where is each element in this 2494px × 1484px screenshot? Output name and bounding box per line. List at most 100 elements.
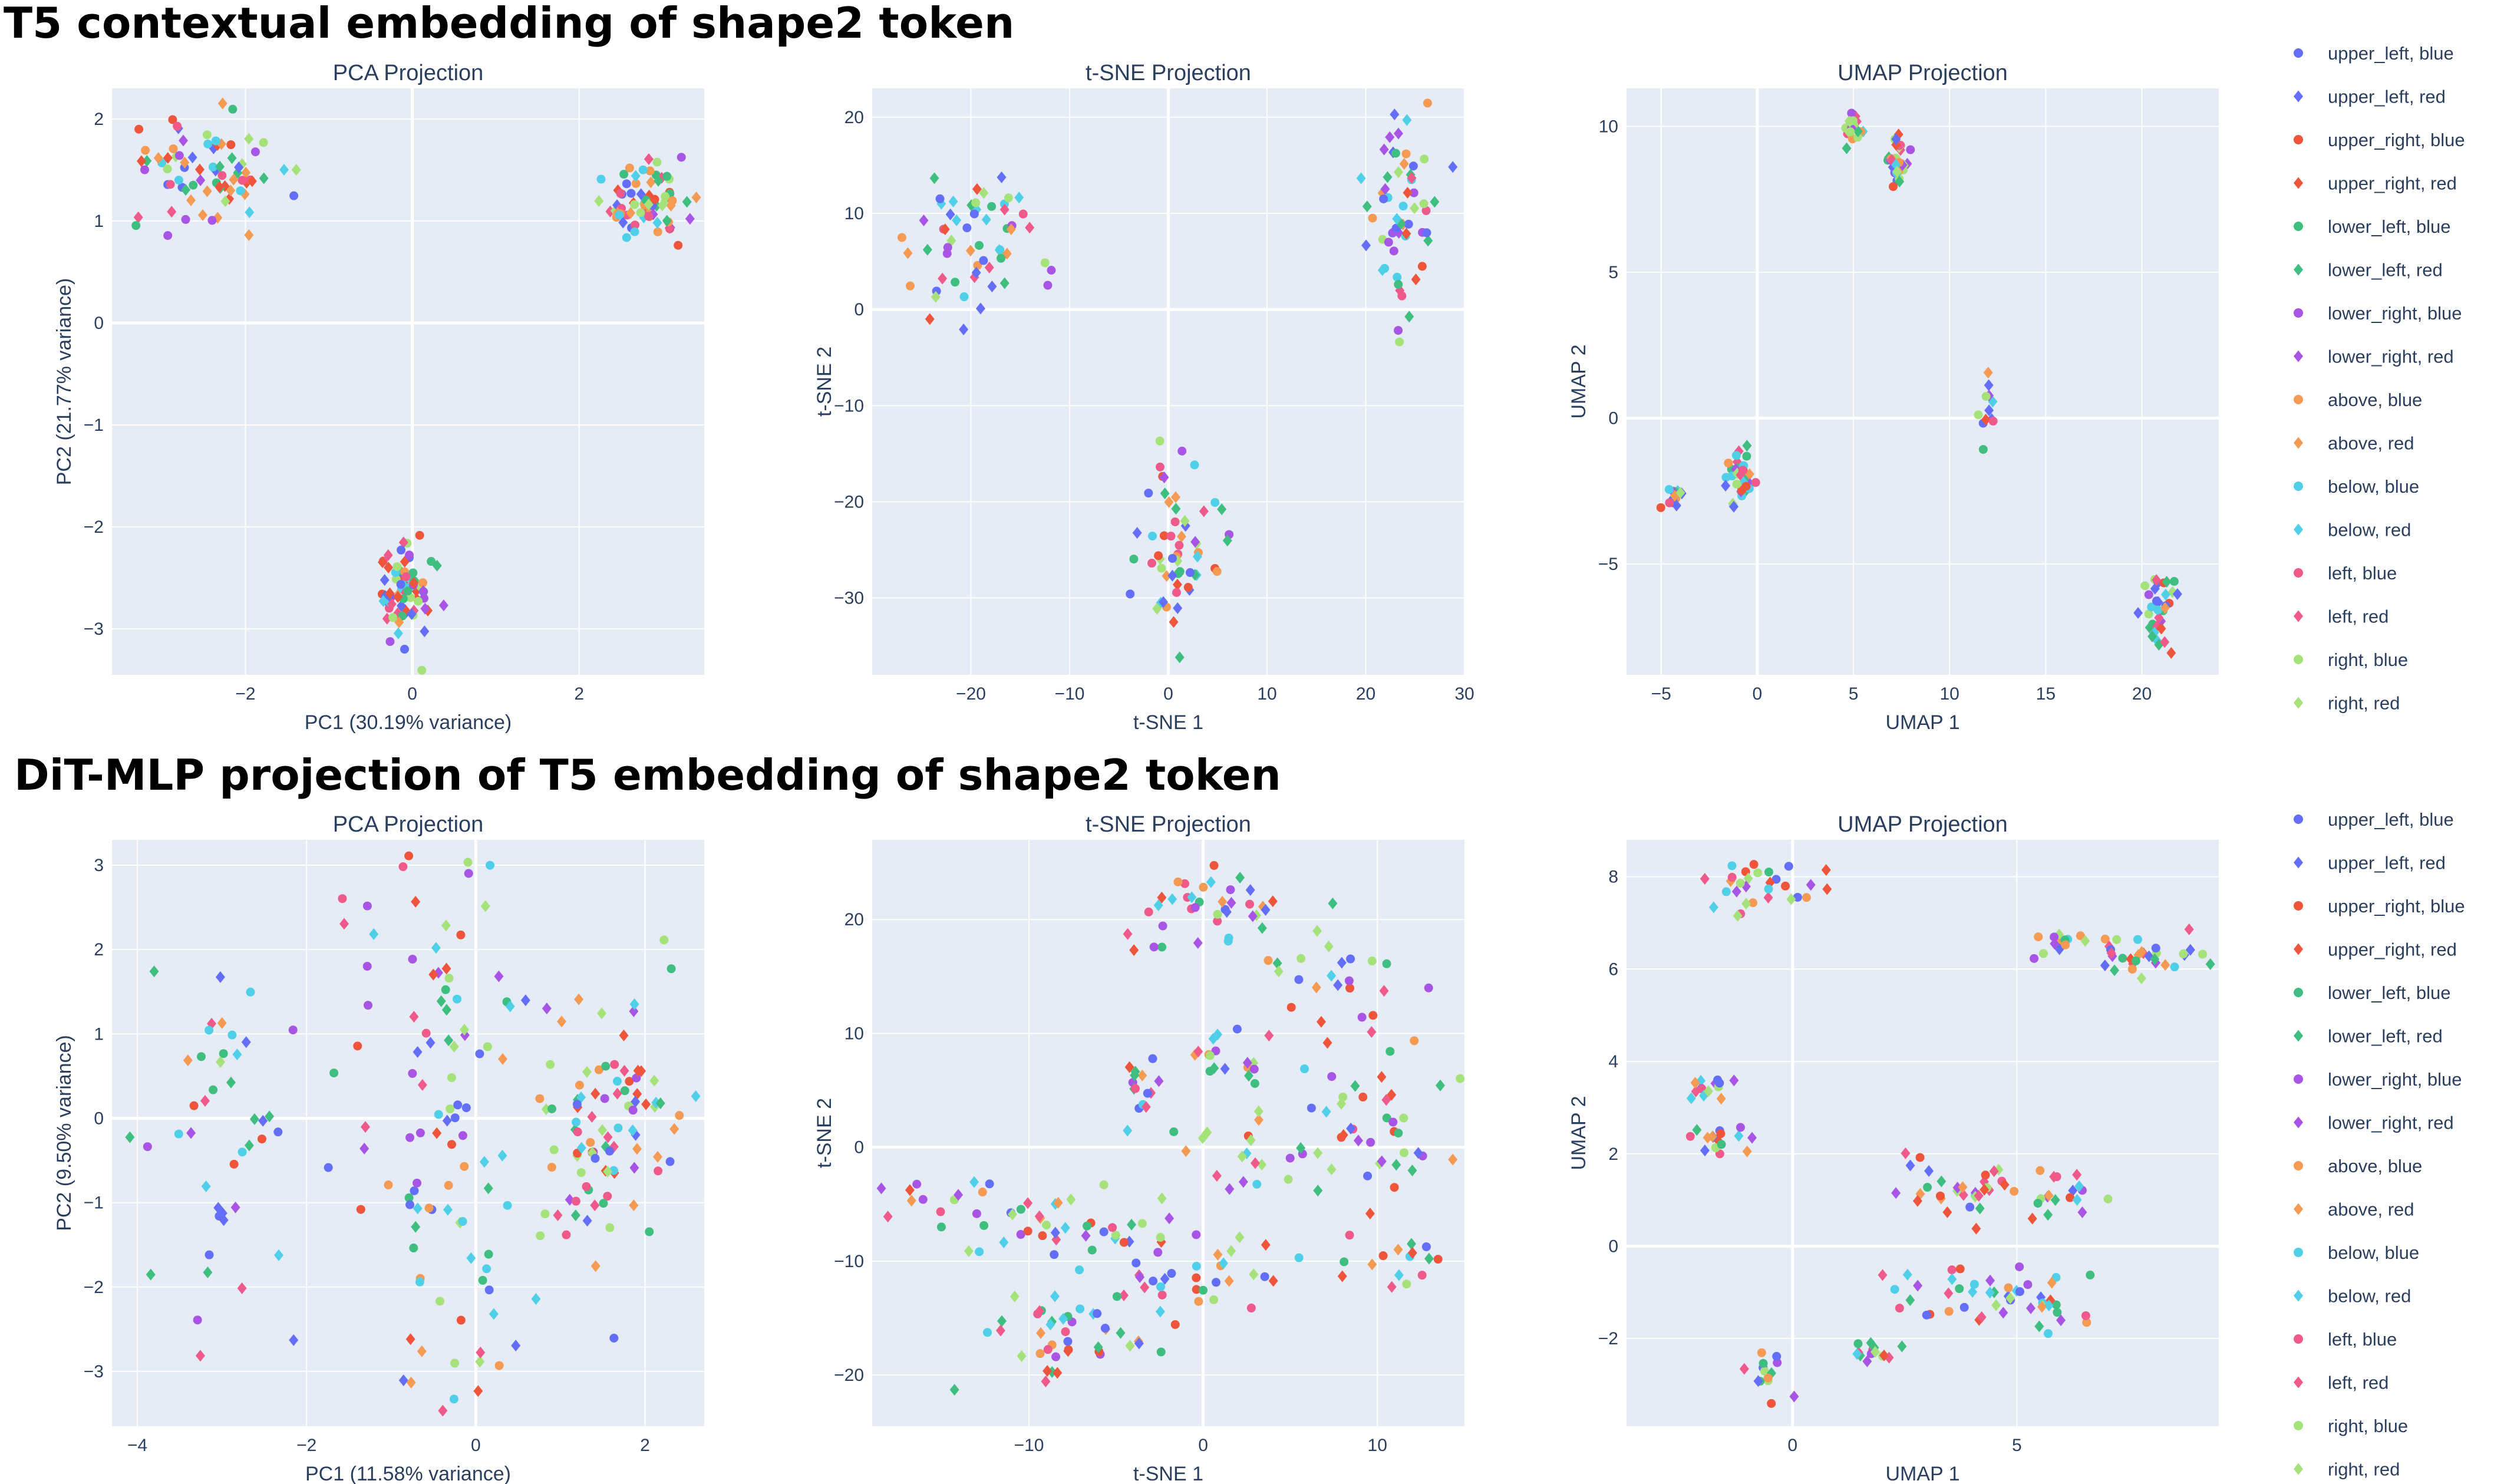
data-point [1729,500,1739,513]
legend-circle-marker-icon [2294,568,2303,578]
legend-item[interactable]: lower_left, red [2294,260,2443,281]
legend-circle-marker-icon [2294,308,2303,318]
legend-item[interactable]: left, red [2294,606,2389,627]
data-point [1905,1294,1915,1307]
data-point [1210,498,1220,507]
data-point [408,1069,417,1078]
legend-item[interactable]: above, red [2294,433,2414,454]
x-tick-label: −10 [1055,684,1085,704]
legend-circle-marker-icon [2294,655,2303,664]
y-tick-label: 4 [1608,1052,1618,1071]
legend-circle-marker-icon [2294,48,2303,58]
legend-item[interactable]: below, blue [2294,476,2419,497]
data-point [1018,209,1028,219]
legend-item[interactable]: below, red [2294,520,2411,540]
data-point [228,104,237,114]
y-tick-label: 1 [94,212,104,231]
data-point [203,139,213,149]
legend-item[interactable]: upper_right, red [2294,939,2457,960]
data-point [441,919,451,932]
data-point [406,593,415,602]
data-point [1895,176,1905,188]
legend-item[interactable]: below, blue [2294,1242,2419,1263]
data-point [1736,1123,1745,1132]
legend-item[interactable]: upper_right, blue [2294,896,2465,916]
data-point [2082,1318,2091,1327]
data-point [632,1143,642,1155]
data-point [179,134,189,147]
y-tick-label: 0 [94,1109,104,1128]
legend-item[interactable]: lower_left, red [2294,1026,2443,1047]
legend-item[interactable]: lower_left, blue [2294,982,2451,1003]
data-point [1448,161,1458,173]
legend-item[interactable]: right, red [2294,1459,2400,1480]
legend-item[interactable]: upper_right, blue [2294,130,2465,150]
y-tick-label: 0 [1608,408,1618,428]
legend-item[interactable]: right, blue [2294,649,2408,670]
data-point [1222,906,1232,918]
data-point [1219,1257,1229,1269]
legend-item[interactable]: lower_right, blue [2294,1069,2462,1090]
legend-item[interactable]: lower_right, red [2294,1113,2454,1133]
legend-diamond-marker-icon [2294,697,2303,709]
legend-item[interactable]: left, blue [2294,563,2397,583]
data-point [1968,1286,1978,1298]
x-tick-label: 5 [2012,1436,2022,1455]
data-point [1129,555,1139,564]
data-point [2050,1194,2060,1206]
legend-item[interactable]: lower_right, red [2294,347,2454,367]
figure-title-top: T5 contextual embedding of shape2 token [4,0,1014,48]
legend-item[interactable]: upper_left, red [2294,853,2446,873]
legend-item[interactable]: below, red [2294,1286,2411,1307]
data-point [1965,1202,1975,1212]
data-point [983,1328,992,1337]
legend-item[interactable]: right, red [2294,693,2400,714]
data-point [1190,536,1200,548]
legend-item[interactable]: above, blue [2294,1156,2422,1176]
legend-item[interactable]: lower_left, blue [2294,216,2451,237]
data-point [1690,1077,1700,1089]
data-point [201,1180,211,1192]
data-point [1300,1064,1309,1074]
data-point [186,1127,196,1139]
legend-item[interactable]: left, blue [2294,1329,2397,1350]
data-point [1197,1132,1208,1145]
data-point [570,1209,580,1222]
legend-item[interactable]: left, red [2294,1373,2389,1393]
data-point [400,645,409,654]
data-point [1935,1191,1945,1201]
data-point [425,1037,436,1049]
legend-top[interactable]: upper_left, blue upper_left, red upper_rig… [2294,43,2465,714]
legend-item[interactable]: upper_left, red [2294,87,2446,107]
data-point [1286,1002,1296,1012]
data-point [675,1111,684,1120]
x-tick-label: 20 [2132,684,2152,704]
legend-item[interactable]: right, blue [2294,1416,2408,1436]
data-point [1004,193,1013,203]
legend-diamond-marker-icon [2294,523,2303,536]
data-point [1226,896,1236,909]
data-point [244,1139,254,1152]
data-point [363,1001,372,1010]
legend-item[interactable]: upper_left, blue [2294,43,2454,64]
data-point [1237,1150,1247,1163]
data-point [1895,1304,1904,1313]
data-point [2152,574,2162,586]
data-point [410,1186,419,1195]
x-axis-label: PC1 (30.19% variance) [305,711,512,734]
data-point [691,191,701,203]
legend-item[interactable]: upper_left, blue [2294,809,2454,830]
legend-circle-marker-icon [2294,1421,2303,1430]
plot-area [1627,88,2219,675]
legend-bottom[interactable]: upper_left, blue upper_left, red upper_rig… [2294,809,2465,1480]
data-point [388,613,398,622]
data-point [1764,884,1773,893]
data-point [1380,183,1390,195]
legend-item[interactable]: upper_right, red [2294,173,2457,194]
legend-item[interactable]: above, red [2294,1199,2414,1220]
legend-item[interactable]: above, blue [2294,390,2422,410]
data-point [1889,182,1898,192]
data-point [531,1292,541,1305]
legend-item[interactable]: lower_right, blue [2294,303,2462,324]
data-point [1322,1037,1332,1049]
